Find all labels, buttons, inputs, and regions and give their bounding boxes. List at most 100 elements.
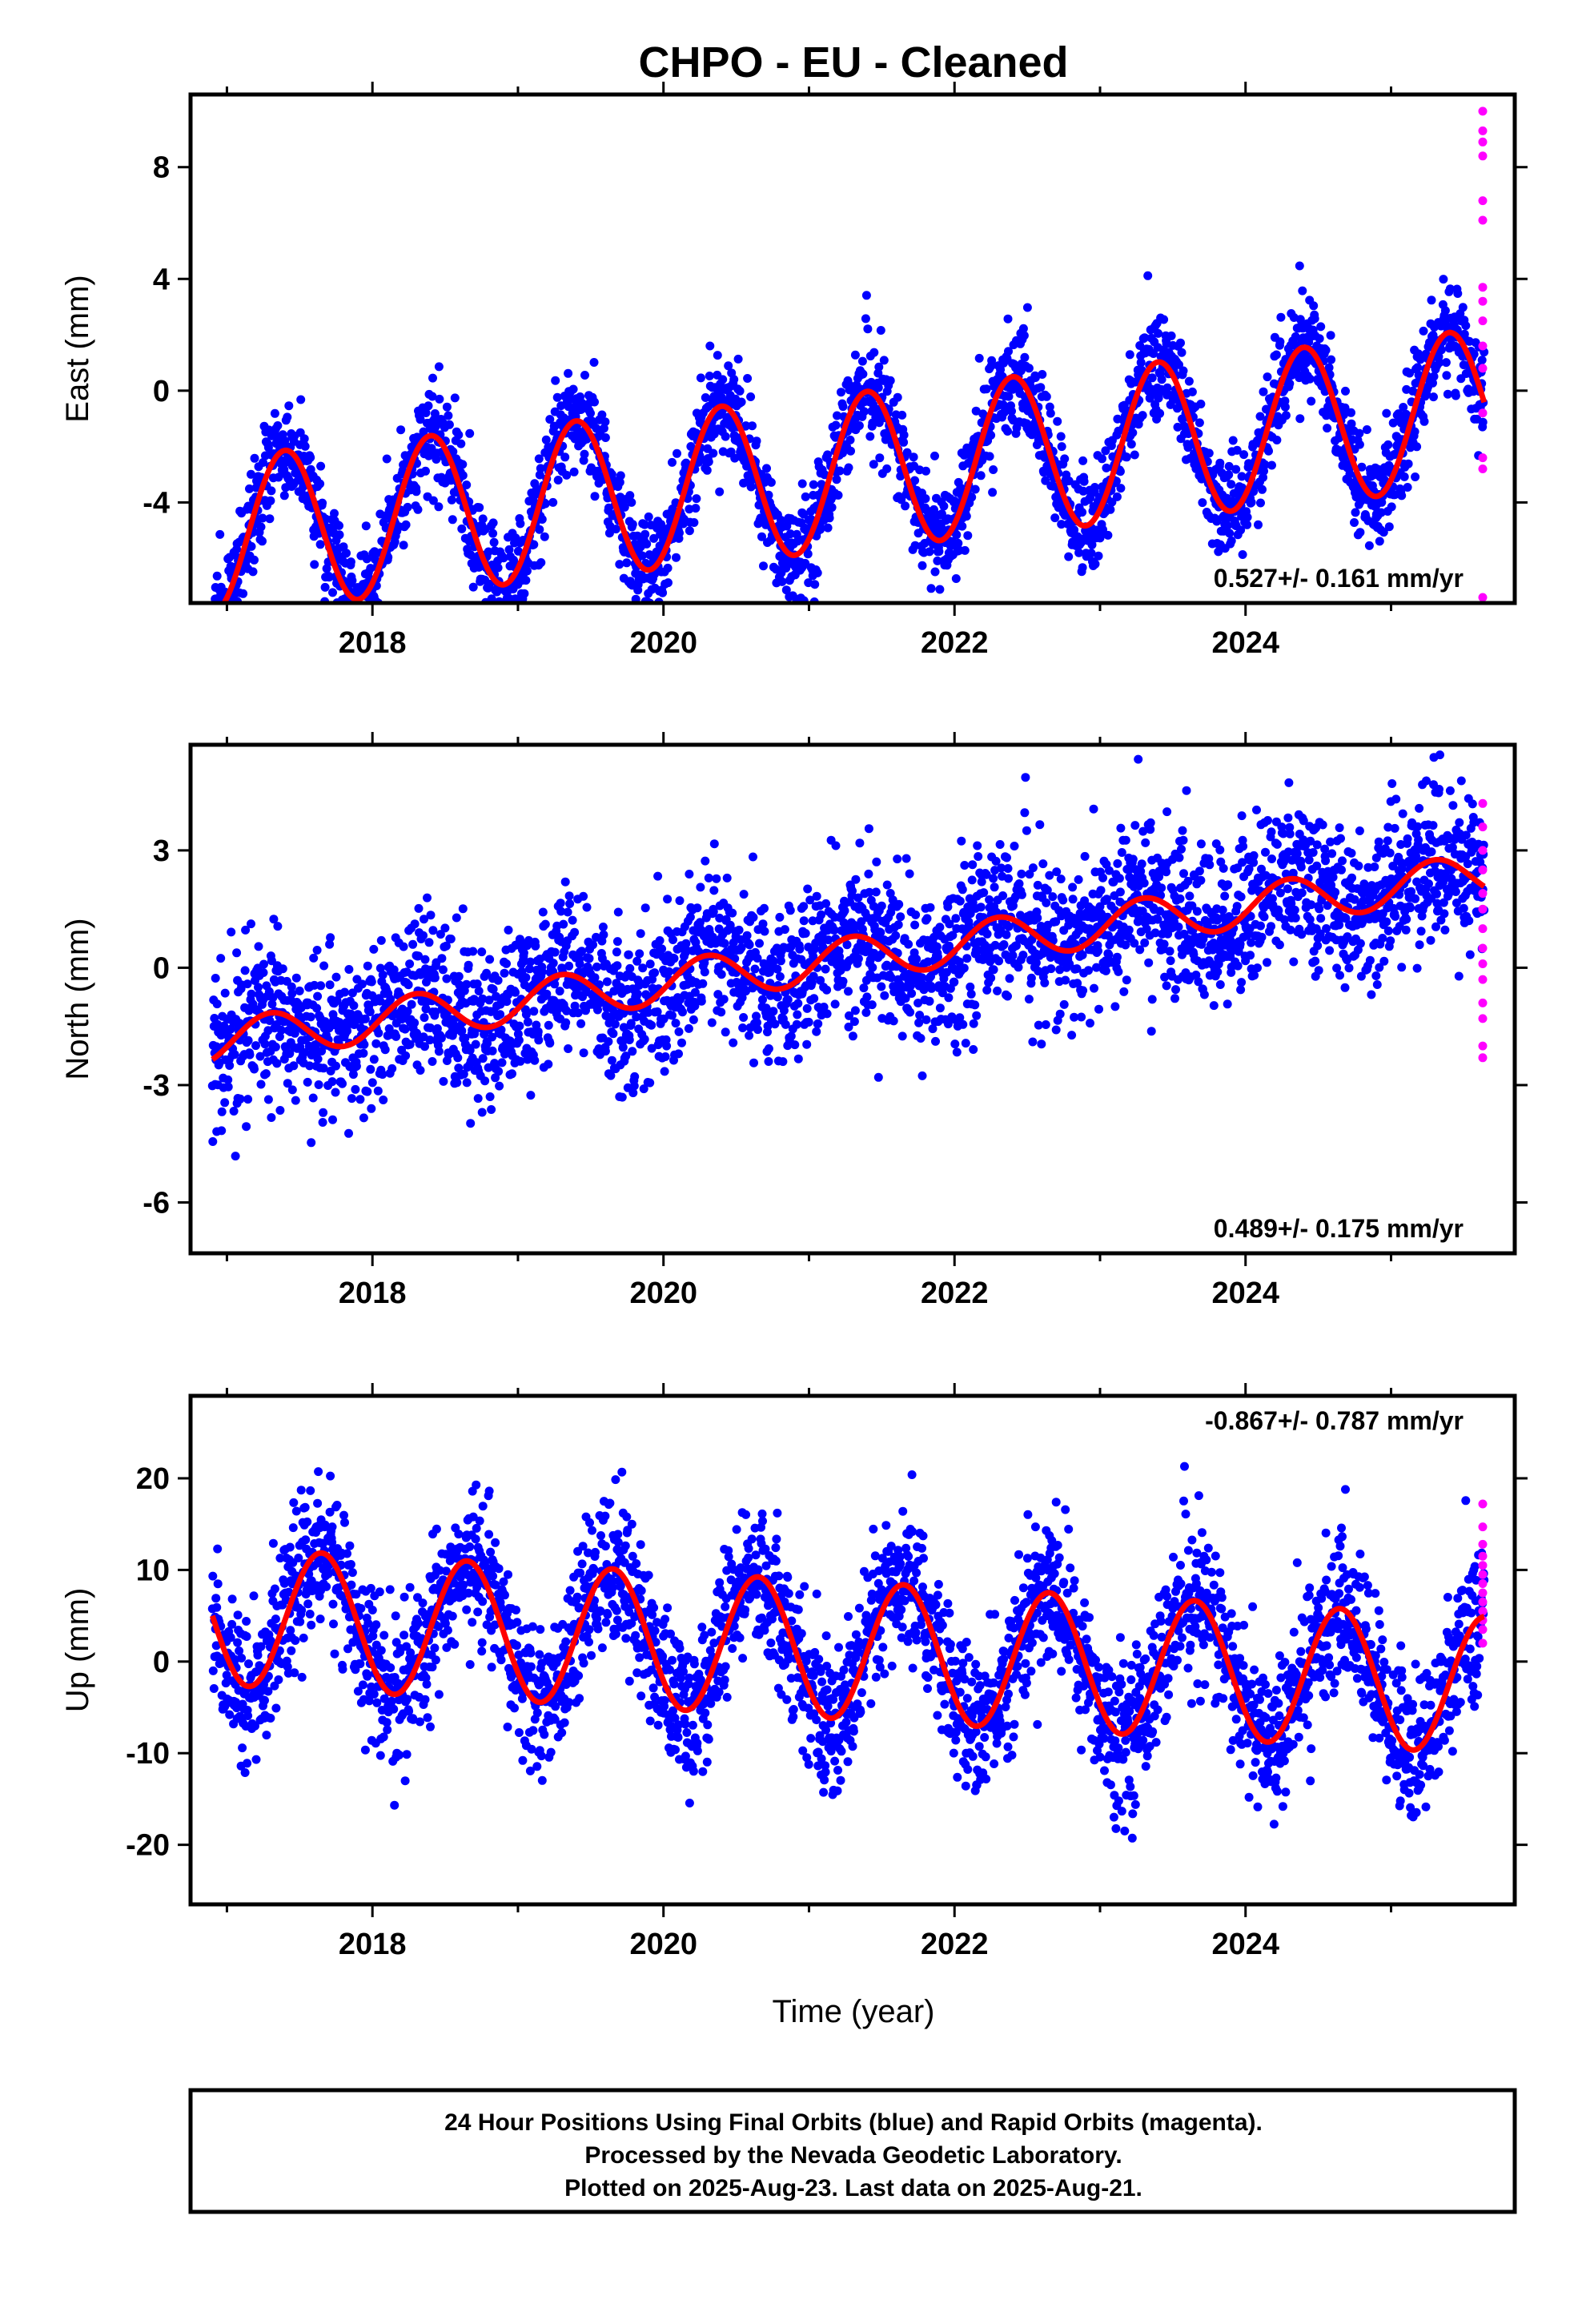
north-data-point xyxy=(453,1053,463,1063)
east-data-point xyxy=(901,501,910,511)
east-data-point xyxy=(962,512,971,521)
north-data-point xyxy=(894,899,904,909)
north-data-point xyxy=(817,910,826,919)
east-data-point xyxy=(489,537,499,547)
east-data-point xyxy=(1057,520,1066,529)
north-data-point xyxy=(661,1052,670,1061)
north-data-point xyxy=(935,1003,945,1013)
north-data-point xyxy=(761,1003,771,1013)
east-data-point xyxy=(1411,472,1420,481)
north-data-point xyxy=(410,919,420,929)
east-plot-frame xyxy=(188,92,1517,605)
north-data-point xyxy=(565,899,575,908)
north-data-point xyxy=(668,1011,677,1020)
east-data-point xyxy=(632,531,642,541)
north-data-point xyxy=(882,880,892,890)
north-data-point xyxy=(363,961,372,971)
east-model-line xyxy=(220,329,1488,603)
north-data-point xyxy=(306,1012,315,1022)
north-data-point xyxy=(896,912,905,922)
north-data-point xyxy=(226,1024,235,1034)
north-data-point xyxy=(674,1049,683,1059)
east-data-point xyxy=(1435,358,1444,368)
north-data-point xyxy=(657,944,667,954)
north-data-point xyxy=(521,973,531,983)
east-data-point xyxy=(644,512,653,521)
north-data-point xyxy=(865,955,875,964)
east-data-point xyxy=(1159,315,1169,324)
north-data-point xyxy=(474,987,484,995)
north-data-point xyxy=(255,1051,265,1061)
east-data-point xyxy=(960,545,970,555)
north-data-point xyxy=(299,1047,309,1057)
north-data-point xyxy=(232,948,242,958)
east-data-point xyxy=(212,571,222,581)
east-data-point xyxy=(535,525,544,534)
east-data-point xyxy=(681,458,691,468)
east-data-point xyxy=(672,553,681,562)
east-data-point xyxy=(1224,470,1234,480)
east-data-point xyxy=(328,588,337,597)
north-data-point xyxy=(709,886,719,895)
east-data-point xyxy=(816,525,825,534)
north-data-point xyxy=(263,1095,273,1104)
north-data-point xyxy=(660,1067,669,1076)
north-data-point xyxy=(466,1119,476,1128)
east-data-point xyxy=(493,563,503,573)
east-data-point xyxy=(1053,416,1062,426)
north-data-point xyxy=(737,993,747,1003)
east-data-point xyxy=(1064,552,1074,561)
east-data-point xyxy=(322,564,331,573)
east-data-point xyxy=(444,420,454,429)
east-data-point xyxy=(858,369,868,379)
north-data-point xyxy=(338,1079,347,1088)
north-data-point xyxy=(399,942,408,951)
east-data-point xyxy=(1410,427,1419,436)
east-data-point xyxy=(721,432,730,441)
east-data-point xyxy=(300,441,310,451)
east-data-point xyxy=(1272,436,1282,444)
east-data-point xyxy=(1280,402,1290,412)
north-data-point xyxy=(764,1044,773,1053)
east-data-point xyxy=(1443,389,1452,399)
east-data-point xyxy=(1415,355,1425,364)
north-data-point xyxy=(645,959,655,969)
east-data-point xyxy=(597,410,607,420)
north-data-point xyxy=(514,1035,524,1045)
east-data-point xyxy=(1079,476,1089,486)
north-data-point xyxy=(516,937,525,947)
east-data-point xyxy=(1239,450,1249,460)
north-data-point xyxy=(864,824,873,834)
north-data-point xyxy=(573,1008,583,1018)
east-data-point xyxy=(845,435,855,444)
north-data-point xyxy=(848,887,857,895)
east-y-tick-label: 0 xyxy=(153,375,170,408)
north-data-point xyxy=(607,1055,616,1065)
north-data-point xyxy=(652,1007,662,1016)
north-data-point xyxy=(773,964,782,974)
east-data-point xyxy=(1116,484,1126,493)
north-data-point xyxy=(802,1039,812,1049)
north-data-point xyxy=(968,860,978,870)
east-data-point xyxy=(963,531,973,541)
north-data-point xyxy=(636,929,645,939)
north-data-point xyxy=(247,989,256,999)
north-data-point xyxy=(230,1050,239,1059)
north-data-point xyxy=(211,974,220,983)
north-data-point xyxy=(793,999,803,1008)
east-data-point xyxy=(607,470,616,479)
east-data-point xyxy=(580,371,589,380)
east-data-point xyxy=(757,532,766,541)
east-data-point xyxy=(590,492,600,501)
east-data-point xyxy=(580,449,589,459)
north-data-point xyxy=(419,931,428,940)
north-data-point xyxy=(917,973,926,983)
east-data-point xyxy=(902,448,912,457)
east-data-point xyxy=(434,362,444,372)
north-data-point xyxy=(950,977,959,987)
north-data-point xyxy=(436,1033,446,1043)
east-data-point xyxy=(551,376,560,385)
north-data-point xyxy=(880,991,889,1000)
north-data-point xyxy=(488,984,498,994)
